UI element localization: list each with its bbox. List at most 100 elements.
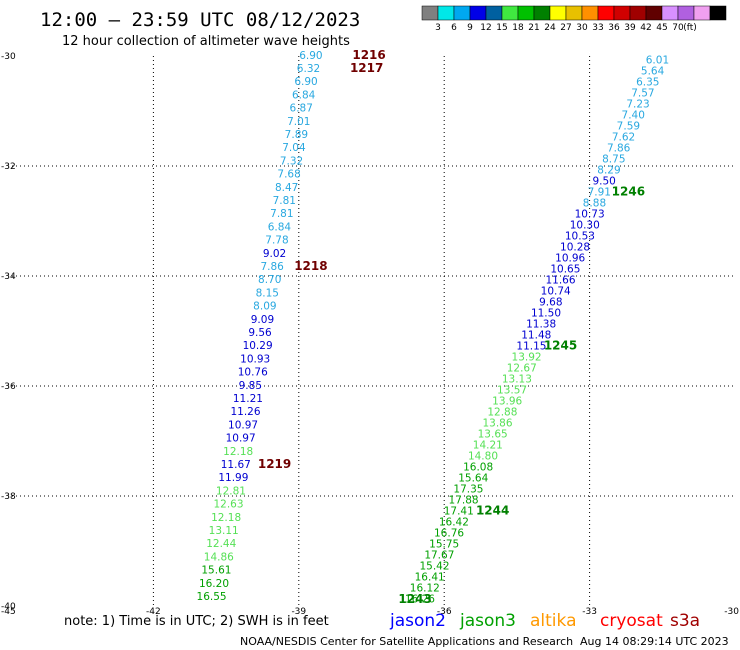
- swh-value: 11.50: [531, 308, 561, 320]
- colorbar-swatch: [645, 5, 663, 21]
- colorbar-swatch: [693, 5, 711, 21]
- swh-value: 13.96: [492, 396, 522, 408]
- swh-value: 9.85: [239, 380, 262, 392]
- swh-value: 7.81: [270, 208, 293, 220]
- swh-value: 10.73: [575, 209, 605, 221]
- swh-value: 11.15: [516, 341, 546, 353]
- time-label: 1246: [612, 185, 645, 199]
- colorbar-swatch: [661, 5, 679, 21]
- axis-ticks: -30 -32 -34 -36 -38 -40-45 -42 -39 -36 -33 -30: [1, 52, 739, 617]
- colorbar-swatch: [677, 5, 695, 21]
- swh-value: 6.90: [299, 50, 322, 62]
- swh-value: 14.86: [204, 551, 234, 563]
- colorbar-tick-label: 36: [608, 23, 620, 33]
- swh-value: 13.11: [209, 525, 239, 537]
- swh-value: 10.97: [228, 419, 258, 431]
- colorbar-swatch: [581, 5, 599, 21]
- swh-value: 17.88: [449, 495, 479, 507]
- swh-value: 12.44: [206, 538, 236, 550]
- swh-value: 7.68: [277, 169, 300, 181]
- swh-value: 8.47: [275, 182, 298, 194]
- swh-value: 8.70: [258, 274, 281, 286]
- swh-value: 8.09: [253, 301, 276, 313]
- swh-value: 9.02: [263, 248, 286, 260]
- time-label: 1219: [258, 457, 291, 471]
- colorbar-swatch: [613, 5, 631, 21]
- swh-value: 10.93: [240, 353, 270, 365]
- colorbar-tick-label: 27: [560, 23, 571, 33]
- legend-item: s3a: [670, 611, 700, 631]
- swh-value: 6.01: [646, 55, 669, 67]
- swh-value: 12.63: [213, 499, 243, 511]
- note-text: note: 1) Time is in UTC; 2) SWH is in fe…: [64, 614, 329, 629]
- legend-item: jason2: [389, 611, 446, 631]
- swh-value: 11.21: [233, 393, 263, 405]
- swh-value: 15.61: [201, 565, 231, 577]
- time-label: 1217: [350, 61, 383, 75]
- swh-value: 17.41: [444, 506, 474, 518]
- swh-value: 6.90: [294, 76, 317, 88]
- swh-value: 10.76: [238, 367, 268, 379]
- swh-value: 10.96: [555, 253, 585, 265]
- colorbar-tick-label: 45: [656, 23, 667, 33]
- swh-value: 7.32: [280, 155, 303, 167]
- swh-value: 7.81: [273, 195, 296, 207]
- colorbar-swatch: [709, 5, 727, 21]
- swh-value: 11.99: [218, 472, 248, 484]
- swh-value: 10.74: [541, 286, 571, 298]
- colorbar-tick-label: 9: [467, 23, 473, 33]
- swh-value: 7.04: [282, 142, 306, 154]
- x-tick-label: -36: [437, 607, 452, 617]
- swh-value: 13.86: [482, 418, 512, 430]
- colorbar-tick-label: 33: [592, 23, 603, 33]
- swh-value: 8.29: [597, 165, 620, 177]
- swh-value: 9.68: [539, 297, 562, 309]
- swh-value: 6.87: [290, 103, 313, 115]
- swh-value: 9.56: [248, 327, 272, 339]
- swh-value: 11.48: [521, 330, 551, 342]
- colorbar-swatch: [469, 5, 487, 21]
- swh-value: 6.84: [292, 89, 316, 101]
- colorbar-tick-label: 12: [480, 23, 491, 33]
- time-label: 1243: [398, 592, 431, 606]
- x-tick-label: -45: [1, 607, 16, 617]
- legend-item: altika: [530, 611, 577, 631]
- swh-value: 16.42: [439, 517, 469, 529]
- time-label: 1216: [352, 48, 385, 62]
- swh-value: 11.66: [545, 275, 575, 287]
- swh-value: 8.88: [583, 198, 606, 210]
- y-tick-label: -30: [1, 52, 16, 62]
- swh-value: 11.38: [526, 319, 556, 331]
- colorbar-tick-label: 24: [544, 23, 556, 33]
- colorbar-tick-label: 6: [451, 23, 457, 33]
- swh-value: 11.26: [230, 406, 260, 418]
- swh-value: 17.35: [453, 484, 483, 496]
- y-tick-label: -40: [1, 602, 16, 612]
- swh-value: 7.23: [626, 99, 649, 111]
- x-tick-label: -42: [146, 607, 161, 617]
- swh-value: 6.32: [297, 63, 320, 75]
- time-label: 1218: [294, 259, 327, 273]
- swh-value: 16.55: [197, 591, 227, 603]
- swh-value: 10.97: [226, 433, 256, 445]
- swh-value: 9.09: [251, 314, 274, 326]
- colorbar-swatch: [565, 5, 583, 21]
- swh-value: 10.29: [243, 340, 273, 352]
- swh-value: 14.80: [468, 451, 498, 463]
- y-tick-label: -32: [1, 162, 16, 172]
- swh-value: 7.59: [617, 121, 640, 133]
- swh-value: 7.01: [287, 116, 310, 128]
- chart-title: 12:00 – 23:59 UTC 08/12/2023: [40, 9, 360, 31]
- swh-value: 7.62: [612, 132, 635, 144]
- swh-value: 12.18: [211, 512, 241, 524]
- legend-item: jason3: [459, 611, 516, 631]
- colorbar-swatch: [453, 5, 471, 21]
- colorbar-swatch: [485, 5, 503, 21]
- colorbar-swatch: [549, 5, 567, 21]
- swh-value: 13.92: [512, 352, 542, 364]
- swh-value: 13.57: [497, 385, 527, 397]
- y-tick-label: -34: [1, 272, 16, 282]
- colorbar-swatch: [421, 5, 439, 21]
- time-label: 1244: [476, 504, 509, 518]
